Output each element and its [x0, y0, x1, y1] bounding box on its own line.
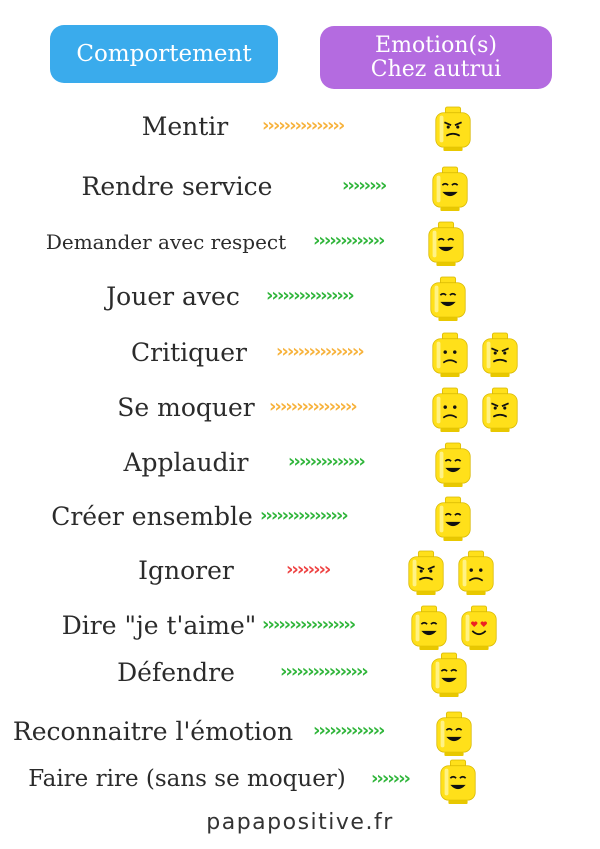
arrow-chevrons: ›››››››››››››››› [280, 661, 369, 682]
behavior-label: Mentir [141, 111, 229, 141]
behavior-label: Critiquer [131, 337, 247, 367]
arrow-chevrons: ››››››››››››› [313, 720, 385, 741]
behavior-row: Jouer avec ›››››››››››››››› [0, 276, 600, 321]
behavior-label: Défendre [117, 657, 235, 687]
behavior-row: Se moquer ›››››››››››››››› [0, 387, 600, 432]
emotion-faces [428, 387, 522, 432]
arrow-chevrons: ›››››››››››››››› [269, 396, 358, 417]
behavior-row: Créer ensemble ›››››››››››››››› [0, 496, 600, 541]
arrow-chevrons: ›››››››› [286, 559, 331, 580]
angry-face-icon [478, 387, 522, 432]
behavior-header: Comportement [50, 25, 278, 83]
emotion-faces [431, 106, 475, 151]
sad-face-icon [428, 332, 472, 377]
emotion-faces [428, 166, 472, 211]
happy-face-icon [431, 442, 475, 487]
arrow-chevrons: ›››››››››››››››› [260, 505, 349, 526]
emotion-faces [436, 759, 480, 804]
emotion-header-line1: Emotion(s) [375, 33, 497, 59]
happy-face-icon [427, 652, 471, 697]
emotion-faces [427, 652, 471, 697]
behavior-label: Créer ensemble [51, 501, 253, 531]
happy-face-icon [426, 276, 470, 321]
behavior-label: Faire rire (sans se moquer) [28, 766, 346, 793]
happy-face-icon [431, 496, 475, 541]
happy-face-icon [432, 711, 476, 756]
sad-face-icon [454, 550, 498, 595]
arrow-chevrons: ›››››››› [342, 175, 387, 196]
emotion-faces [431, 442, 475, 487]
arrow-chevrons: ››››››››››››››››› [262, 614, 356, 635]
behavior-row: Critiquer ›››››››››››››››› [0, 332, 600, 377]
angry-face-icon [478, 332, 522, 377]
behavior-header-label: Comportement [76, 40, 252, 67]
footer-site: papapositive.fr [206, 810, 394, 835]
emotion-faces [431, 496, 475, 541]
love-face-icon [457, 605, 501, 650]
behavior-row: Reconnaitre l'émotion ››››››››››››› [0, 711, 600, 756]
happy-face-icon [424, 221, 468, 266]
behavior-row: Ignorer ›››››››› [0, 550, 600, 595]
behavior-row: Mentir ››››››››››››››› [0, 106, 600, 151]
behavior-label: Demander avec respect [45, 230, 287, 254]
behavior-row: Applaudir ›››››››››››››› [0, 442, 600, 487]
emotion-faces [432, 711, 476, 756]
behavior-label: Applaudir [123, 447, 249, 477]
happy-face-icon [407, 605, 451, 650]
behavior-label: Jouer avec [106, 281, 240, 311]
arrow-chevrons: ›››››››››››››››› [276, 341, 365, 362]
arrow-chevrons: ›››››››››››››› [288, 451, 366, 472]
behavior-row: Défendre ›››››››››››››››› [0, 652, 600, 697]
emotion-header: Emotion(s) Chez autrui [320, 26, 552, 89]
arrow-chevrons: ››››››››››››››› [262, 115, 345, 136]
behavior-row: Rendre service ›››››››› [0, 166, 600, 211]
arrow-chevrons: ››››››››››››› [313, 230, 385, 251]
behavior-label: Rendre service [81, 171, 273, 201]
happy-face-icon [428, 166, 472, 211]
behavior-label: Se moquer [117, 392, 255, 422]
emotion-faces [424, 221, 468, 266]
behavior-label: Ignorer [138, 555, 234, 585]
emotion-faces [428, 332, 522, 377]
arrow-chevrons: ››››››› [371, 768, 411, 789]
happy-face-icon [436, 759, 480, 804]
sad-face-icon [428, 387, 472, 432]
emotion-faces [426, 276, 470, 321]
behavior-row: Faire rire (sans se moquer) ››››››› [0, 759, 600, 804]
emotion-faces [404, 550, 498, 595]
arrow-chevrons: ›››››››››››››››› [266, 285, 355, 306]
behavior-row: Demander avec respect ››››››››››››› [0, 221, 600, 266]
angry-face-icon [431, 106, 475, 151]
angry-face-icon [404, 550, 448, 595]
behavior-row: Dire "je t'aime" ››››››››››››››››› [0, 605, 600, 650]
behavior-label: Dire "je t'aime" [61, 610, 257, 640]
behavior-label: Reconnaitre l'émotion [12, 716, 294, 746]
emotion-faces [407, 605, 501, 650]
emotion-header-line2: Chez autrui [370, 56, 502, 82]
